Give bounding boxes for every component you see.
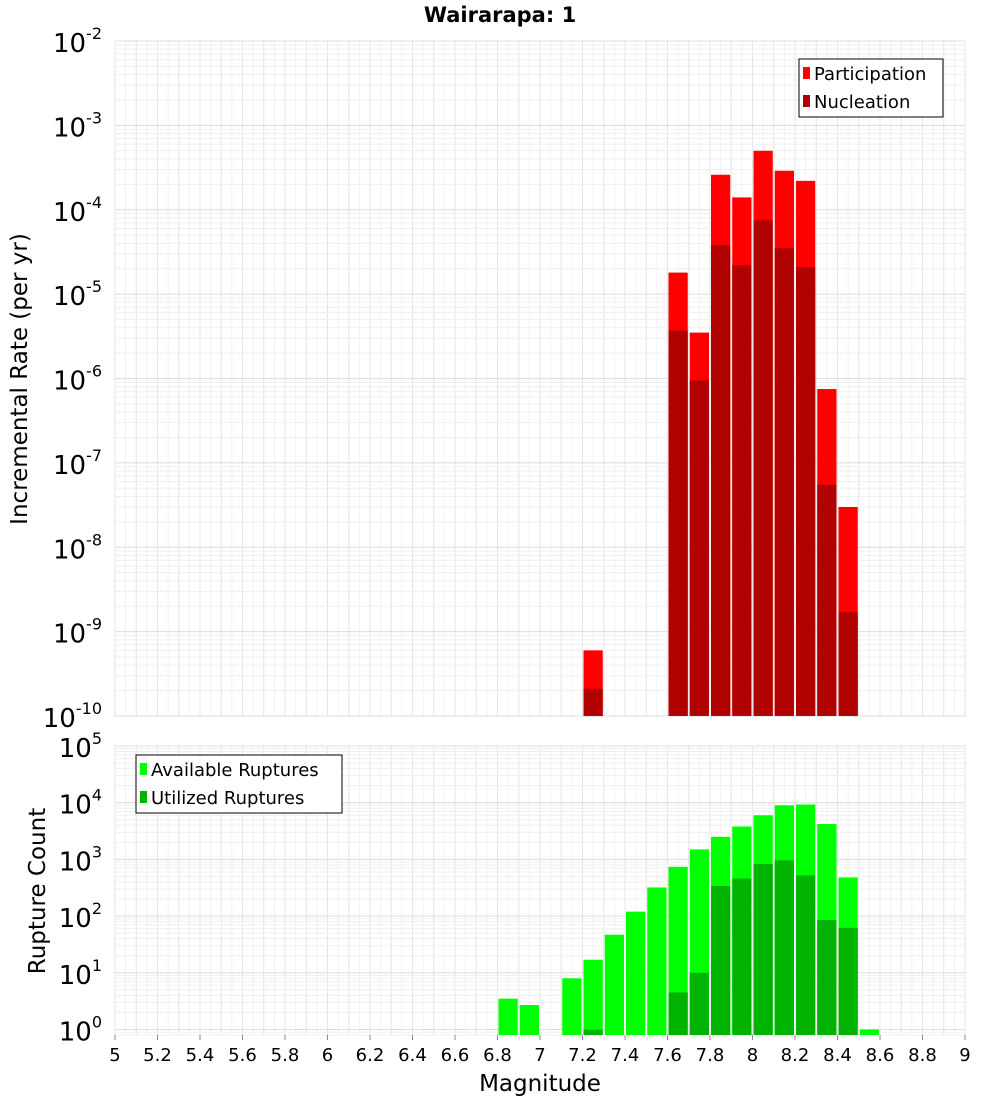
x-axis-label: Magnitude xyxy=(479,1071,601,1097)
count-bar-available-ruptures xyxy=(647,887,667,1035)
count-legend: Available Ruptures Utilized Ruptures xyxy=(135,754,343,814)
count-y-tick-label: 103 xyxy=(59,842,102,877)
rate-y-tick-label: 10-10 xyxy=(43,699,102,734)
x-tick-label: 5.4 xyxy=(186,1045,215,1066)
x-tick-label: 5.8 xyxy=(271,1045,300,1066)
rate-bar-nucleation xyxy=(711,245,731,717)
count-bar-utilized-ruptures xyxy=(583,1029,603,1035)
legend-swatch-available xyxy=(140,763,147,775)
rate-y-axis-label: Incremental Rate (per yr) xyxy=(7,233,33,525)
rate-y-tick-label: 10-7 xyxy=(53,446,102,481)
count-y-tick-label: 101 xyxy=(59,956,102,991)
rate-bar-nucleation xyxy=(689,380,709,716)
x-tick-label: 9 xyxy=(959,1045,970,1066)
count-bar-available-ruptures xyxy=(583,959,603,1035)
count-bar-available-ruptures xyxy=(562,978,582,1035)
x-tick-label: 6.6 xyxy=(441,1045,470,1066)
count-bar-utilized-ruptures xyxy=(732,878,752,1035)
count-bar-available-ruptures xyxy=(519,1005,539,1035)
x-tick-label: 8.4 xyxy=(823,1045,852,1066)
x-tick-label: 8.8 xyxy=(908,1045,937,1066)
legend-label-available: Available Ruptures xyxy=(151,760,319,781)
count-bar-available-ruptures xyxy=(626,911,646,1035)
x-tick-label: 8.2 xyxy=(781,1045,810,1066)
rate-bar-nucleation xyxy=(838,612,858,716)
rate-bars xyxy=(583,150,858,717)
rate-bar-nucleation xyxy=(817,484,837,716)
x-tick-label: 7 xyxy=(534,1045,545,1066)
x-tick-label: 8 xyxy=(747,1045,758,1066)
x-tick-label: 7.2 xyxy=(568,1045,597,1066)
x-tick-label: 5.6 xyxy=(228,1045,257,1066)
x-tick-label: 7.4 xyxy=(611,1045,640,1066)
count-bar-utilized-ruptures xyxy=(774,860,794,1035)
rate-y-tick-label: 10-2 xyxy=(53,24,102,59)
count-bars xyxy=(498,804,879,1035)
x-tick-label: 6 xyxy=(322,1045,333,1066)
count-y-tick-label: 100 xyxy=(59,1013,102,1048)
x-tick-label: 7.6 xyxy=(653,1045,682,1066)
count-y-axis-label: Rupture Count xyxy=(25,808,51,974)
count-panel: 100 101 102 103 104 105 5 5.2 5.4 5.6 5.8 6 6.2 6.4 6… xyxy=(25,729,971,1097)
count-bar-utilized-ruptures xyxy=(753,863,773,1035)
x-tick-label: 6.2 xyxy=(356,1045,385,1066)
rate-bar-nucleation xyxy=(583,688,603,716)
rate-legend: Participation Nucleation xyxy=(798,58,944,118)
count-bar-available-ruptures xyxy=(859,1029,879,1035)
rate-y-ticks: 10-10 10-9 10-8 10-7 10-6 10-5 10-4 10-3 10-2 xyxy=(43,24,102,734)
count-y-tick-label: 105 xyxy=(59,729,102,764)
legend-label-nucleation: Nucleation xyxy=(814,92,910,113)
count-bar-utilized-ruptures xyxy=(796,875,816,1035)
count-y-ticks: 100 101 102 103 104 105 xyxy=(59,729,102,1048)
rate-bar-nucleation xyxy=(796,266,816,716)
chart-title: Wairarapa: 1 xyxy=(424,3,576,27)
legend-swatch-participation xyxy=(803,67,810,79)
rate-bar-nucleation xyxy=(774,248,794,717)
count-bar-utilized-ruptures xyxy=(711,885,731,1035)
count-bar-utilized-ruptures xyxy=(817,920,837,1035)
count-bar-available-ruptures xyxy=(498,998,518,1035)
rate-y-tick-label: 10-9 xyxy=(53,615,102,650)
rate-y-tick-label: 10-6 xyxy=(53,362,102,397)
x-tick-label: 7.8 xyxy=(696,1045,725,1066)
count-bar-utilized-ruptures xyxy=(668,992,688,1035)
rate-y-tick-label: 10-3 xyxy=(53,108,102,143)
x-tick-label: 8.6 xyxy=(866,1045,895,1066)
count-y-tick-label: 102 xyxy=(59,899,102,934)
rate-bar-nucleation xyxy=(732,265,752,716)
rate-gridlines xyxy=(114,40,966,717)
rate-y-tick-label: 10-5 xyxy=(53,277,102,312)
legend-label-participation: Participation xyxy=(814,64,926,85)
count-bar-available-ruptures xyxy=(604,934,624,1035)
x-tick-label: 6.8 xyxy=(483,1045,512,1066)
count-y-tick-label: 104 xyxy=(59,786,102,821)
count-bar-utilized-ruptures xyxy=(838,927,858,1035)
x-tick-label: 5.2 xyxy=(143,1045,172,1066)
rate-panel: 10-10 10-9 10-8 10-7 10-6 10-5 10-4 10-3 10-2 In… xyxy=(7,24,966,734)
x-tick-label: 6.4 xyxy=(398,1045,427,1066)
rate-bar-nucleation xyxy=(753,220,773,717)
rate-y-tick-label: 10-8 xyxy=(53,530,102,565)
rate-y-tick-label: 10-4 xyxy=(53,193,102,228)
legend-swatch-utilized xyxy=(140,791,147,803)
x-tick-label: 5 xyxy=(109,1045,120,1066)
rate-bar-nucleation xyxy=(668,330,688,716)
magnitude-x-ticks: 5 5.2 5.4 5.6 5.8 6 6.2 6.4 6.6 6.8 7 7.2 7.4 7.6 7.8 8… xyxy=(109,1035,971,1066)
legend-label-utilized: Utilized Ruptures xyxy=(151,788,304,809)
legend-swatch-nucleation xyxy=(803,95,810,107)
count-bar-utilized-ruptures xyxy=(689,972,709,1035)
